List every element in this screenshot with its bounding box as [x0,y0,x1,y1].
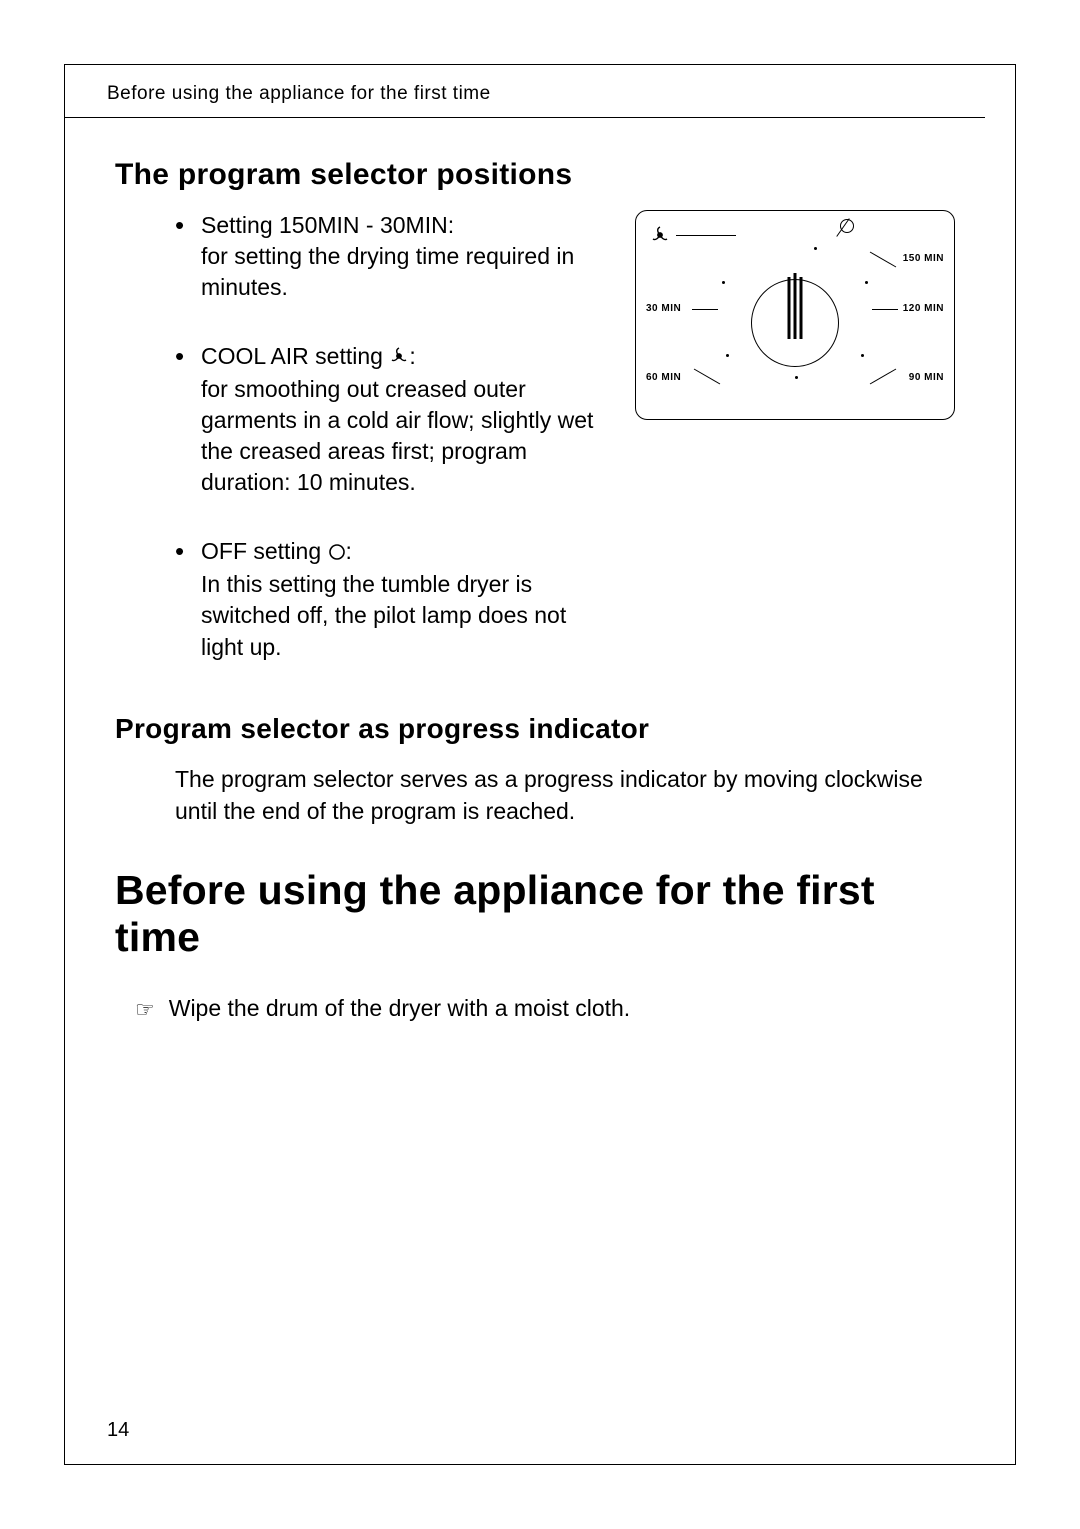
page-content: The program selector positions Setting 1… [65,118,1015,1026]
dial-tick [692,309,718,310]
dial-dot [865,281,868,284]
bullet-lead: OFF setting [201,538,328,564]
dial-label-150: 150 MIN [903,253,944,264]
section-title-progress-indicator: Program selector as progress indicator [115,713,965,745]
bullet-body: for setting the drying time required in … [201,243,574,300]
instruction-text: Wipe the drum of the dryer with a moist … [169,995,630,1022]
selector-positions-block: Setting 150MIN - 30MIN: for setting the … [115,210,965,701]
bullet-body: In this setting the tumble dryer is swit… [201,571,566,659]
selector-bullet-list: Setting 150MIN - 30MIN: for setting the … [175,210,605,663]
dial-dot [861,354,864,357]
dial-dot [722,281,725,284]
main-heading-first-use: Before using the appliance for the first… [115,867,965,961]
list-item: Setting 150MIN - 30MIN: for setting the … [175,210,605,303]
off-circle-icon [328,538,346,569]
selector-positions-text: Setting 150MIN - 30MIN: for setting the … [115,210,605,701]
bullet-lead: COOL AIR setting [201,343,389,369]
bullet-lead-suffix: : [409,343,415,369]
fan-position-icon [650,225,670,251]
page-frame: Before using the appliance for the first… [64,64,1016,1465]
progress-indicator-paragraph: The program selector serves as a progres… [115,763,965,827]
dial-tick [870,369,896,385]
dial-dot [795,376,798,379]
bullet-body: for smoothing out creased outer garments… [201,376,593,495]
page-number: 14 [107,1419,129,1442]
dial-dot [814,247,817,250]
list-item: COOL AIR setting : for smoothing out cre… [175,341,605,498]
dial-dot [726,354,729,357]
list-item: OFF setting : In this setting the tumble… [175,536,605,662]
dial-tick [870,252,896,268]
dial-tick [872,309,898,310]
section-title-selector-positions: The program selector positions [115,158,965,192]
bullet-lead-suffix: : [346,538,352,564]
dial-label-60: 60 MIN [646,372,681,383]
dial-label-30: 30 MIN [646,303,681,314]
bullet-lead: Setting 150MIN - 30MIN: [201,212,454,238]
program-selector-dial-figure: 150 MIN 120 MIN 90 MIN 60 MIN 30 MIN [635,210,955,420]
dial-label-120: 120 MIN [903,303,944,314]
running-header: Before using the appliance for the first… [65,65,985,118]
fan-icon [389,343,409,374]
pointing-hand-icon: ☞ [135,995,155,1026]
dial-box: 150 MIN 120 MIN 90 MIN 60 MIN 30 MIN [635,210,955,420]
instruction-row: ☞ Wipe the drum of the dryer with a mois… [115,995,965,1026]
dial-tick [676,235,736,236]
dial-label-90: 90 MIN [909,372,944,383]
dial-tick [694,369,720,385]
